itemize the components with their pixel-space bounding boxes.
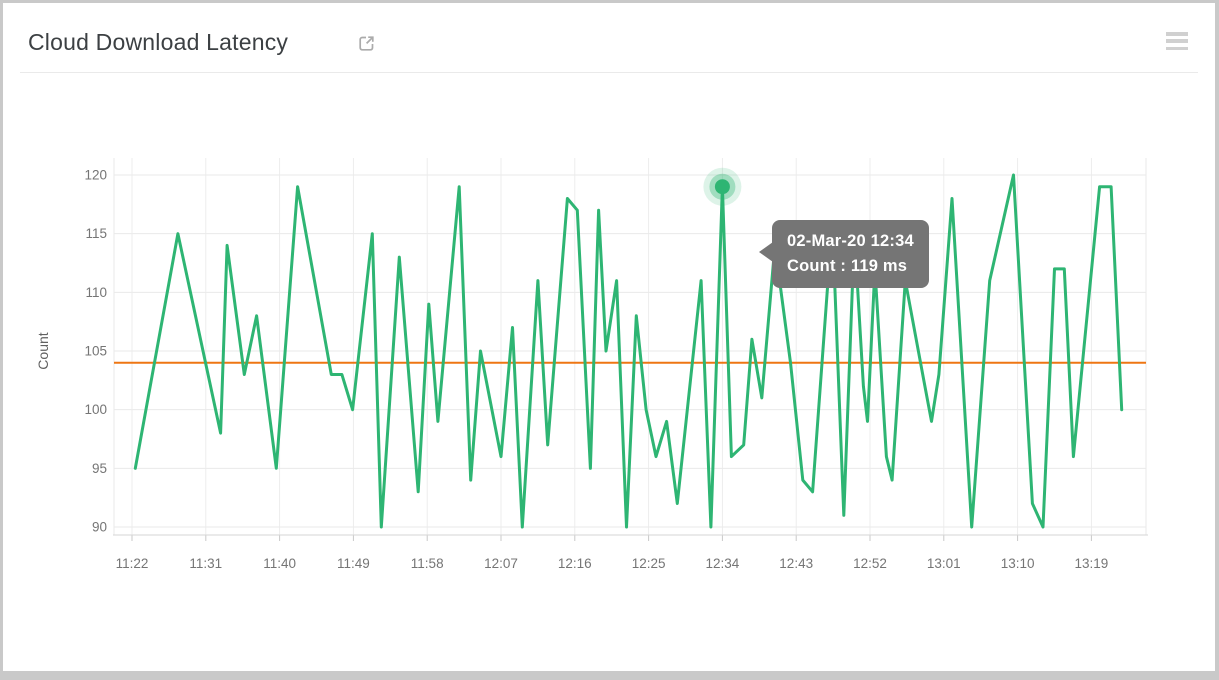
x-axis-label: 11:49 [337, 556, 370, 571]
external-link-icon[interactable] [358, 35, 375, 52]
hamburger-menu-icon[interactable] [1163, 29, 1191, 55]
chart-area: 11:22 11:31 11:40 11:49 11:58 12:07 12:16 12:25… [3, 73, 1215, 671]
x-axis-label: 13:10 [1001, 556, 1035, 571]
x-axis-label: 12:34 [706, 556, 740, 571]
y-axis-label: 100 [84, 402, 107, 417]
y-axis-title: Count [35, 332, 51, 369]
page-title: Cloud Download Latency [28, 29, 289, 55]
y-axis-label: 110 [85, 285, 107, 300]
y-axis-label: 90 [92, 519, 107, 534]
chart-tooltip: 02-Mar-20 12:34 Count : 119 ms [759, 220, 929, 288]
x-axis-label: 11:58 [411, 556, 444, 571]
x-axis-label: 12:52 [853, 556, 887, 571]
y-axis-label: 95 [92, 461, 107, 476]
highlighted-point [714, 179, 730, 195]
x-axis-label: 12:25 [632, 556, 666, 571]
x-axis-label: 13:01 [927, 556, 961, 571]
x-axis-label: 12:07 [484, 556, 518, 571]
y-axis-label: 120 [84, 168, 107, 183]
latency-series-line [133, 173, 1124, 529]
x-axis-label: 11:31 [189, 556, 222, 571]
y-axis-label: 105 [84, 343, 107, 358]
x-axis-label: 12:16 [558, 556, 592, 571]
tooltip-value: Count : 119 ms [787, 257, 908, 275]
x-axis-label: 11:22 [116, 556, 149, 571]
x-axis-label: 13:19 [1075, 556, 1109, 571]
y-axis-label: 115 [85, 226, 107, 241]
menu-bar [1166, 46, 1188, 51]
x-axis-label: 11:40 [263, 556, 296, 571]
menu-bar [1166, 32, 1188, 36]
menu-bar [1166, 39, 1188, 43]
header-divider [20, 72, 1198, 73]
tooltip-timestamp: 02-Mar-20 12:34 [787, 232, 914, 250]
widget-header: Cloud Download Latency [3, 3, 1215, 73]
chart-card: Cloud Download Latency 11:22 11:31 11:40 11… [3, 3, 1215, 671]
x-axis-label: 12:43 [779, 556, 813, 571]
